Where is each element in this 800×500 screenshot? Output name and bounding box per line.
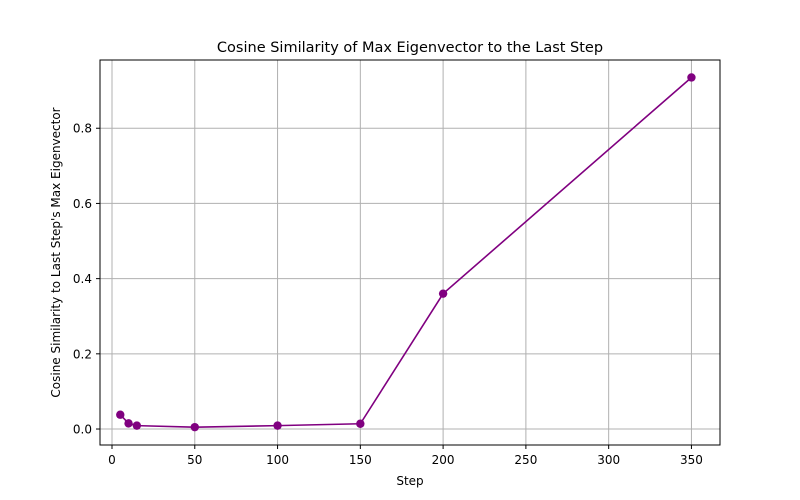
chart-title: Cosine Similarity of Max Eigenvector to …	[217, 40, 603, 56]
data-point	[124, 419, 133, 428]
x-tick-label: 150	[349, 453, 372, 467]
series-layer	[116, 73, 696, 432]
y-tick-label: 0.0	[73, 423, 92, 437]
data-point	[687, 73, 696, 82]
x-tick-label: 0	[108, 453, 116, 467]
x-axis-label: Step	[396, 474, 423, 488]
data-point	[132, 421, 142, 430]
x-tick-label: 250	[514, 453, 537, 467]
y-tick-label: 0.2	[73, 347, 92, 361]
data-point	[273, 421, 282, 430]
data-point	[438, 289, 448, 298]
data-point	[356, 419, 365, 428]
x-tick-label: 50	[187, 453, 202, 467]
x-tick-label: 350	[680, 453, 703, 467]
ticks: 0 50 100 150 200 250 300 350 0.0 0.2 0.4 0.6 0.8	[73, 122, 703, 467]
data-point	[190, 422, 199, 432]
y-tick-label: 0.4	[73, 272, 92, 286]
y-tick-label: 0.6	[73, 197, 92, 211]
plot-frame	[99, 59, 721, 446]
data-point	[116, 410, 125, 419]
x-tick-label: 200	[432, 453, 455, 467]
x-tick-label: 300	[597, 453, 620, 467]
y-tick-label: 0.8	[73, 122, 92, 136]
grid	[100, 60, 720, 445]
x-tick-label: 100	[266, 453, 289, 467]
y-axis-label: Cosine Similarity to Last Step's Max Eig…	[49, 107, 63, 397]
